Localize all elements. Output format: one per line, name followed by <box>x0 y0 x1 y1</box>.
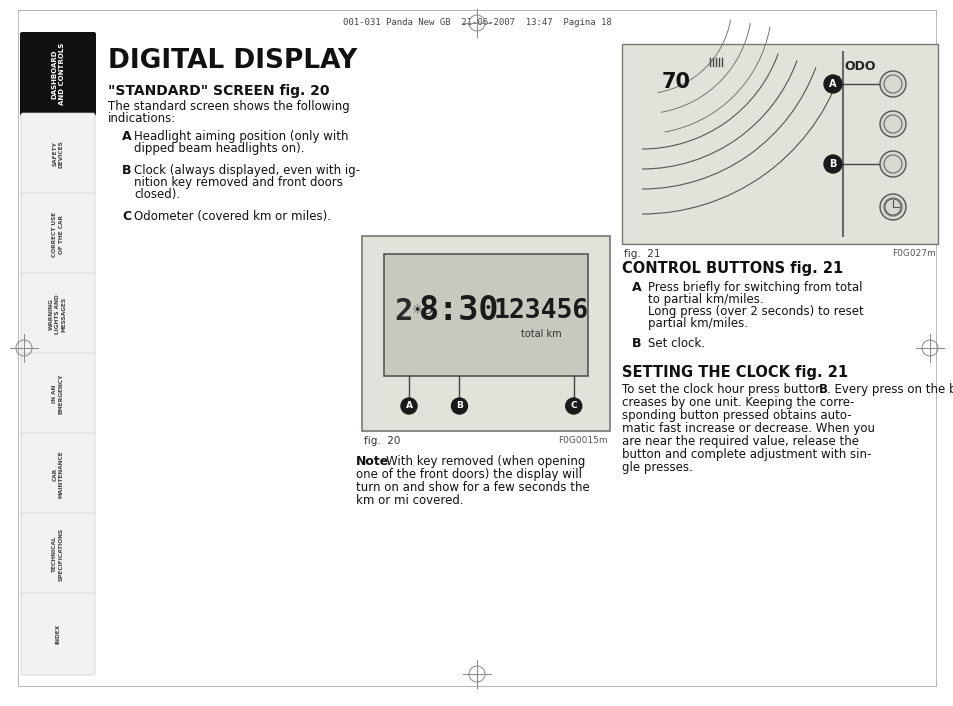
Text: . Every press on the button increases or de-: . Every press on the button increases or… <box>826 383 953 396</box>
Text: 18: 18 <box>44 658 67 676</box>
FancyBboxPatch shape <box>21 193 95 275</box>
Text: one of the front doors) the display will: one of the front doors) the display will <box>355 468 581 481</box>
Text: DIGITAL DISPLAY: DIGITAL DISPLAY <box>108 48 356 74</box>
Text: ☀D: ☀D <box>412 304 433 318</box>
Text: DASHBOARD
AND CONTROLS: DASHBOARD AND CONTROLS <box>51 43 65 105</box>
FancyBboxPatch shape <box>621 44 937 244</box>
Text: button and complete adjustment with sin-: button and complete adjustment with sin- <box>621 448 870 461</box>
FancyBboxPatch shape <box>21 113 95 195</box>
Circle shape <box>823 75 841 93</box>
Text: B: B <box>818 383 827 396</box>
Text: IN AN
EMERGENCY: IN AN EMERGENCY <box>52 373 64 414</box>
Text: B: B <box>122 164 132 177</box>
Text: A: A <box>828 79 836 89</box>
Text: 001-031 Panda New GB  21-06-2007  13:47  Pagina 18: 001-031 Panda New GB 21-06-2007 13:47 Pa… <box>342 18 611 27</box>
Text: C: C <box>122 210 131 223</box>
Text: F0G027m: F0G027m <box>891 249 935 258</box>
Text: turn on and show for a few seconds the: turn on and show for a few seconds the <box>355 481 589 494</box>
Text: Press briefly for switching from total: Press briefly for switching from total <box>647 281 862 294</box>
Text: nition key removed and front doors: nition key removed and front doors <box>133 176 342 189</box>
Text: are near the required value, release the: are near the required value, release the <box>621 435 858 448</box>
FancyBboxPatch shape <box>20 32 96 116</box>
Text: SAFETY
DEVICES: SAFETY DEVICES <box>52 140 64 168</box>
Text: TECHNICAL
SPECIFICATIONS: TECHNICAL SPECIFICATIONS <box>52 527 64 580</box>
Text: With key removed (when opening: With key removed (when opening <box>386 455 585 468</box>
Circle shape <box>565 398 581 414</box>
FancyBboxPatch shape <box>384 254 587 376</box>
Text: km or mi covered.: km or mi covered. <box>355 494 463 507</box>
Text: gle presses.: gle presses. <box>621 461 692 474</box>
Circle shape <box>879 111 905 137</box>
Text: B: B <box>828 159 836 169</box>
Text: The standard screen shows the following: The standard screen shows the following <box>108 100 350 113</box>
Text: Odometer (covered km or miles).: Odometer (covered km or miles). <box>133 210 331 223</box>
Circle shape <box>400 398 416 414</box>
Text: Clock (always displayed, even with ig-: Clock (always displayed, even with ig- <box>133 164 359 177</box>
Circle shape <box>879 71 905 97</box>
Text: A: A <box>631 281 641 294</box>
Circle shape <box>451 398 467 414</box>
Text: indications:: indications: <box>108 112 176 125</box>
Text: 8:30: 8:30 <box>418 294 499 328</box>
Text: B: B <box>631 337 640 350</box>
FancyBboxPatch shape <box>361 236 609 431</box>
Text: partial km/miles.: partial km/miles. <box>647 317 747 330</box>
Text: A: A <box>405 402 412 410</box>
Circle shape <box>823 155 841 173</box>
Text: Note: Note <box>355 455 389 468</box>
Text: fig.  20: fig. 20 <box>364 436 400 446</box>
Text: total km: total km <box>520 329 560 339</box>
Text: 70: 70 <box>661 72 690 92</box>
Text: fig.  21: fig. 21 <box>623 249 659 259</box>
Text: ODO: ODO <box>843 60 875 73</box>
FancyBboxPatch shape <box>21 433 95 515</box>
Text: matic fast increase or decrease. When you: matic fast increase or decrease. When yo… <box>621 422 874 435</box>
Text: to partial km/miles.: to partial km/miles. <box>647 293 762 306</box>
Text: F0G0015m: F0G0015m <box>558 436 607 445</box>
Text: creases by one unit. Keeping the corre-: creases by one unit. Keeping the corre- <box>621 396 854 409</box>
Text: CORRECT USE
OF THE CAR: CORRECT USE OF THE CAR <box>52 211 64 256</box>
FancyBboxPatch shape <box>21 513 95 595</box>
Text: 2: 2 <box>394 297 412 325</box>
Text: dipped beam headlights on).: dipped beam headlights on). <box>133 142 304 155</box>
Text: sponding button pressed obtains auto-: sponding button pressed obtains auto- <box>621 409 851 422</box>
Text: To set the clock hour press button: To set the clock hour press button <box>621 383 825 396</box>
Text: INDEX: INDEX <box>55 624 60 644</box>
Text: A: A <box>122 130 132 143</box>
FancyBboxPatch shape <box>21 353 95 435</box>
Text: closed).: closed). <box>133 188 180 201</box>
FancyBboxPatch shape <box>21 273 95 355</box>
Text: CAR
MAINTENANCE: CAR MAINTENANCE <box>52 450 64 498</box>
Text: B: B <box>456 402 462 410</box>
Circle shape <box>879 151 905 177</box>
Text: "STANDARD" SCREEN fig. 20: "STANDARD" SCREEN fig. 20 <box>108 84 329 98</box>
Text: C: C <box>570 402 577 410</box>
Text: Headlight aiming position (only with: Headlight aiming position (only with <box>133 130 348 143</box>
Text: CONTROL BUTTONS fig. 21: CONTROL BUTTONS fig. 21 <box>621 261 842 276</box>
Text: WARNING
LIGHTS AND
MESSAGES: WARNING LIGHTS AND MESSAGES <box>50 294 67 334</box>
Text: Long press (over 2 seconds) to reset: Long press (over 2 seconds) to reset <box>647 305 862 318</box>
Text: SETTING THE CLOCK fig. 21: SETTING THE CLOCK fig. 21 <box>621 365 847 380</box>
Text: Set clock.: Set clock. <box>647 337 704 350</box>
Text: 123456: 123456 <box>493 298 588 324</box>
Circle shape <box>879 194 905 220</box>
FancyBboxPatch shape <box>21 593 95 675</box>
